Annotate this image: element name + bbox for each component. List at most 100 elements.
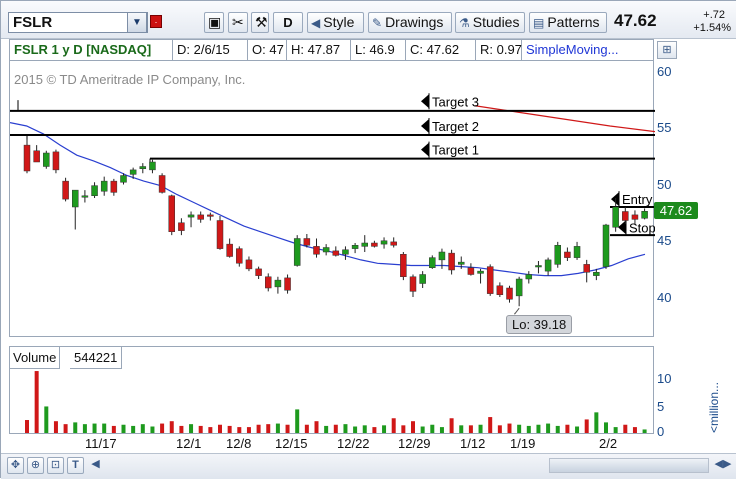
chart-title[interactable]: FSLR 1 y D [NASDAQ] [10, 40, 173, 60]
beaker-icon: ⚗ [459, 16, 470, 30]
volume-bar [150, 426, 155, 433]
wrench-icon[interactable]: ⚒ [251, 12, 269, 33]
scroll-left-icon[interactable]: ◀ [91, 458, 100, 470]
candle-down [284, 277, 291, 291]
aggregation-d-button[interactable]: D [273, 12, 303, 33]
candle-up [380, 240, 388, 245]
target2-flag-marker [421, 119, 429, 133]
candle-down [400, 254, 407, 277]
volume-bar [131, 425, 136, 433]
low-pointer [514, 307, 520, 315]
pan-icon[interactable]: ✥ [7, 457, 24, 474]
volume-bar [478, 424, 483, 433]
volume-bar [295, 409, 300, 433]
volume-bar [517, 424, 522, 433]
drawings-button[interactable]: ✎ Drawings [368, 12, 452, 33]
symbol-input[interactable]: FSLR [8, 12, 148, 33]
candle-up [602, 224, 610, 267]
volume-bar [198, 425, 203, 433]
header-close: C: 47.62 [406, 40, 476, 60]
candle-up [120, 175, 127, 183]
style-button[interactable]: ◀ Style [307, 12, 364, 33]
candle-up [342, 249, 349, 255]
candle-down [486, 266, 494, 294]
volume-bar [25, 420, 29, 433]
candle-down [207, 214, 214, 217]
scissors-icon[interactable]: ✂ [228, 12, 248, 33]
link-color-icon[interactable]: · [150, 15, 162, 28]
text-tool-icon[interactable]: T [67, 457, 84, 474]
candle-up [361, 242, 368, 247]
entry-flag-marker [611, 192, 619, 207]
candle-up [593, 272, 600, 276]
speaker-icon: ◀ [311, 16, 321, 30]
candle-up [535, 265, 542, 268]
volume-bar [140, 424, 145, 433]
volume-bar [575, 426, 580, 433]
candle-down [216, 220, 224, 249]
candle-down [178, 222, 185, 231]
sma-short-line [10, 122, 646, 277]
candle-down [255, 268, 262, 276]
symbol-dropdown-button[interactable]: ▼ [127, 12, 147, 33]
volume-bar [82, 424, 87, 433]
volume-label: Volume [10, 347, 61, 369]
studies-button[interactable]: ⚗ Studies [455, 12, 525, 33]
candle-down [371, 242, 378, 247]
volume-bar [546, 423, 551, 433]
x-label: 12/29 [398, 436, 431, 451]
vol-y-label-10: 10 [657, 371, 672, 386]
volume-bar [256, 424, 261, 433]
pencil-icon: ✎ [372, 16, 383, 30]
candle-up [429, 257, 436, 268]
volume-bar [44, 406, 49, 433]
zoom-box-icon[interactable]: ⊡ [47, 457, 64, 474]
candle-up [612, 206, 619, 228]
candle-up [293, 238, 301, 266]
zoom-in-icon[interactable]: ⊕ [27, 457, 44, 474]
study-label[interactable]: SimpleMoving... [526, 42, 619, 57]
time-scrollbar[interactable] [549, 458, 709, 473]
candle-up [91, 185, 98, 196]
volume-bar [411, 421, 415, 433]
volume-bar [430, 424, 435, 433]
volume-bar [604, 422, 608, 433]
candle-down [33, 150, 40, 163]
price-chart[interactable]: Target 3 Target 2 Target 1 Entry Stop [9, 61, 655, 337]
bottom-toolbar: ✥ ⊕ ⊡ T ◀ ◀▶ [1, 453, 736, 479]
header-low: L: 46.9 [351, 40, 406, 60]
target2-flag-text: Target 2 [432, 119, 479, 134]
volume-bar [275, 423, 280, 433]
candle-up [72, 189, 79, 208]
volume-bar [285, 424, 290, 433]
volume-bar [227, 425, 232, 433]
scrollbar-thumb[interactable] [550, 459, 708, 472]
volume-bar [468, 425, 473, 433]
candle-down [303, 238, 311, 246]
candle-down [564, 251, 571, 258]
candle-down [409, 276, 417, 292]
net-change: +.72 [703, 9, 725, 21]
candle-down [506, 287, 513, 300]
expand-icon[interactable]: ⊞ [657, 41, 677, 59]
volume-chart-svg [25, 371, 647, 433]
volume-bar [314, 421, 319, 433]
candle-down [226, 243, 233, 257]
target3-flag-text: Target 3 [432, 94, 479, 109]
scroll-right-icon[interactable]: ◀▶ [714, 458, 732, 470]
volume-bar [594, 412, 599, 433]
print-icon[interactable]: ▣ [204, 12, 224, 33]
volume-bar [362, 425, 367, 433]
volume-chart[interactable]: Volume 544221 [9, 346, 654, 434]
volume-bar [102, 423, 107, 433]
patterns-label: Patterns [547, 14, 600, 30]
target1-flag-text: Target 1 [432, 143, 479, 158]
patterns-button[interactable]: ▤ Patterns [529, 12, 607, 33]
candle-up [149, 161, 156, 171]
volume-value: 544221 [70, 347, 123, 369]
stop-flag-marker [618, 220, 626, 235]
x-label: 1/12 [460, 436, 486, 451]
volume-bar [63, 424, 68, 433]
candle-up [554, 245, 561, 265]
volume-bar [160, 423, 165, 433]
